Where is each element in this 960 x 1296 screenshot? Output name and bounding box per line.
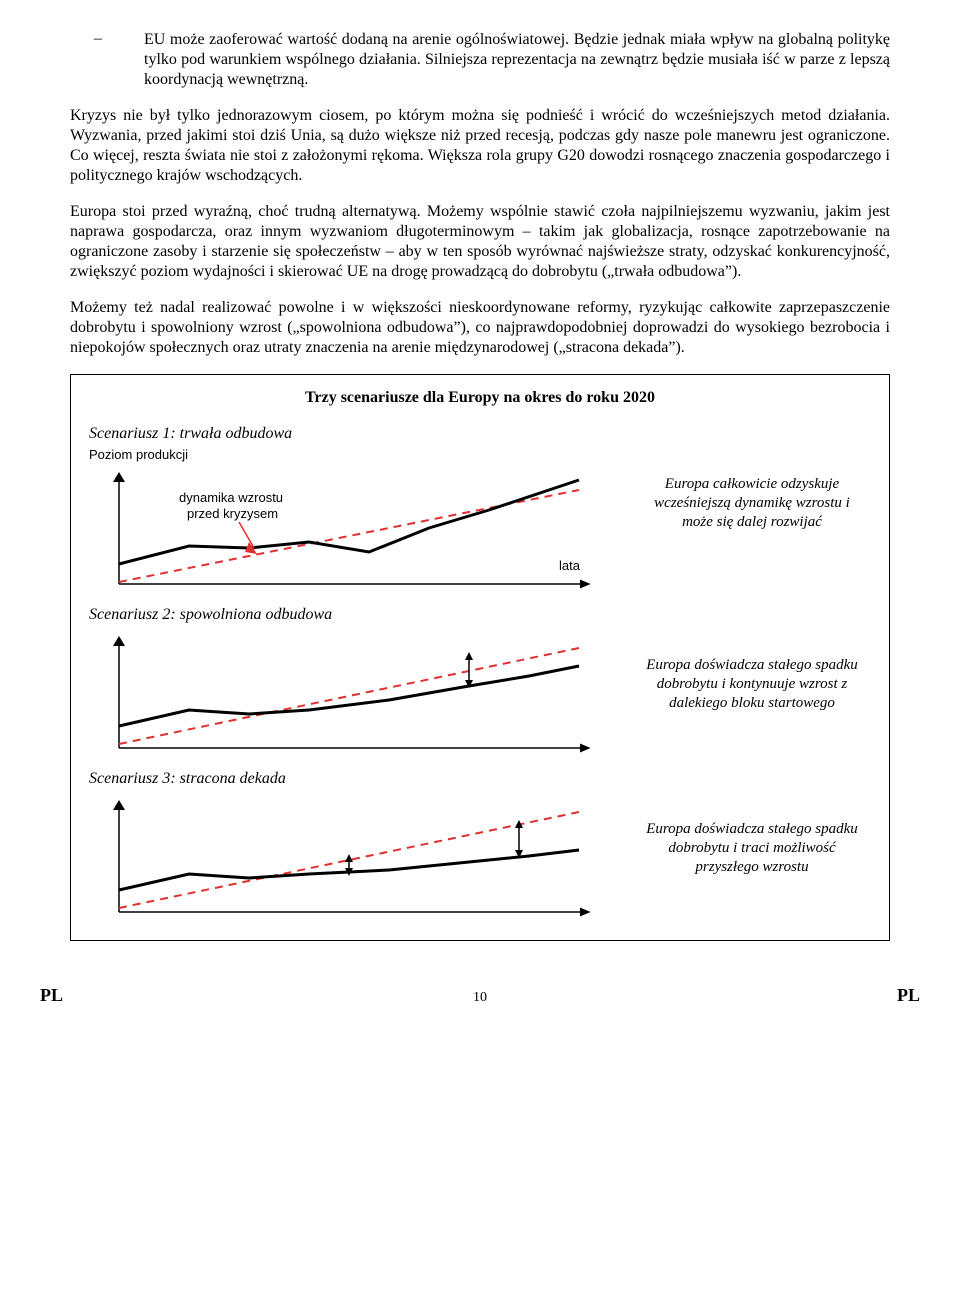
actual-line [119, 666, 579, 726]
scenario-2-label: Scenariusz 2: spowolniona odbudowa [89, 606, 871, 624]
paragraph-1: Kryzys nie był tylko jednorazowym ciosem… [70, 106, 890, 186]
scenarios-box: Trzy scenariusze dla Europy na okres do … [70, 374, 890, 941]
scenario-3-desc: Europa doświadcza stałego spadku dobroby… [629, 792, 871, 876]
scenario-2-row: Europa doświadcza stałego spadku dobroby… [89, 628, 871, 758]
y-axis-label: Poziom produkcji [89, 447, 629, 462]
gap-arrow-up [465, 652, 473, 660]
chart-2-svg [89, 628, 629, 758]
y-axis-arrow [113, 800, 125, 810]
footer-left: PL [40, 985, 63, 1006]
bullet-text: EU może zaoferować wartość dodaną na are… [144, 30, 890, 90]
bullet-item: – EU może zaoferować wartość dodaną na a… [70, 30, 890, 90]
scenario-3-chart [89, 792, 629, 922]
y-axis-arrow [113, 636, 125, 646]
scenario-1-chart: Poziom produkcji dynam [89, 447, 629, 594]
x-axis-label: lata [559, 558, 581, 573]
scenario-3-row: Europa doświadcza stałego spadku dobroby… [89, 792, 871, 922]
paragraph-3: Możemy też nadal realizować powolne i w … [70, 298, 890, 358]
gap1-arrow-up [345, 854, 353, 862]
chart-1-svg: dynamika wzrostu przed kryzysem lata [89, 464, 629, 594]
y-axis-arrow [113, 472, 125, 482]
page-footer: PL 10 PL [0, 961, 960, 1022]
chart-3-svg [89, 792, 629, 922]
scenario-1-row: Poziom produkcji dynam [89, 447, 871, 594]
trend-annot-l2: przed kryzysem [187, 506, 278, 521]
annot-pointer [239, 522, 254, 548]
scenario-2-desc: Europa doświadcza stałego spadku dobroby… [629, 628, 871, 712]
bullet-dash: – [70, 30, 144, 90]
scenario-2-chart [89, 628, 629, 758]
footer-right: PL [897, 985, 920, 1006]
scenario-1-desc: Europa całkowicie odzyskuje wcześniejszą… [629, 447, 871, 531]
footer-page-number: 10 [473, 990, 487, 1006]
scenario-1-label: Scenariusz 1: trwała odbudowa [89, 425, 871, 443]
trend-annot-l1: dynamika wzrostu [179, 490, 283, 505]
scenario-3-label: Scenariusz 3: stracona dekada [89, 770, 871, 788]
box-title: Trzy scenariusze dla Europy na okres do … [89, 389, 871, 407]
paragraph-2: Europa stoi przed wyraźną, choć trudną a… [70, 202, 890, 282]
trend-line-dashed [119, 648, 579, 744]
page-body: – EU może zaoferować wartość dodaną na a… [0, 0, 960, 961]
